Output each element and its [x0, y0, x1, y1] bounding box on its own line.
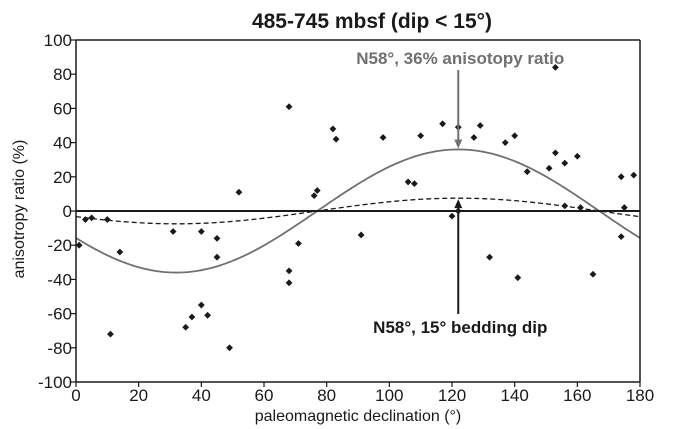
- x-tick-label: 100: [375, 386, 403, 405]
- data-point: [552, 149, 559, 157]
- y-tick-label: -80: [47, 339, 72, 358]
- annotation-bottom-label: N58°, 15° bedding dip: [373, 318, 547, 337]
- anisotropy-fit-curve: [75, 148, 641, 274]
- bedding-dip-curve: [75, 197, 641, 225]
- x-tick-label: 120: [438, 386, 466, 405]
- data-point: [82, 216, 89, 223]
- data-point: [404, 178, 412, 186]
- data-point: [589, 270, 597, 278]
- data-point: [577, 204, 584, 211]
- annotations: N58°, 36% anisotopy ratio N58°, 15° beddi…: [356, 49, 564, 337]
- data-point: [285, 267, 293, 275]
- x-tick-label: 80: [317, 386, 336, 405]
- data-point: [235, 188, 243, 196]
- y-tick-label: 40: [53, 134, 72, 153]
- data-point: [379, 134, 387, 141]
- annotation-top-arrow-head: [454, 139, 463, 149]
- data-point: [313, 187, 321, 194]
- data-point: [617, 233, 625, 241]
- annotation-top-label: N58°, 36% anisotopy ratio: [356, 49, 564, 68]
- x-axis-ticks: 0 20 40 60 80 100 120 140 160 180: [71, 382, 654, 405]
- x-tick-label: 40: [192, 386, 211, 405]
- x-tick-label: 160: [563, 386, 591, 405]
- data-point: [630, 171, 638, 179]
- data-point: [285, 279, 293, 287]
- data-point: [329, 125, 337, 133]
- data-point: [448, 212, 456, 220]
- data-point: [514, 274, 522, 282]
- data-point: [75, 241, 83, 249]
- data-point: [213, 234, 221, 242]
- data-point: [476, 122, 484, 129]
- data-point: [103, 216, 111, 223]
- data-point: [620, 204, 628, 211]
- data-point: [617, 173, 625, 181]
- data-point: [213, 253, 221, 261]
- data-point: [561, 202, 569, 210]
- data-point: [523, 168, 531, 176]
- data-point: [107, 330, 114, 338]
- data-point: [552, 63, 559, 71]
- data-point: [332, 135, 340, 143]
- y-tick-label: 60: [53, 99, 72, 118]
- y-tick-label: -60: [47, 305, 72, 324]
- data-point: [88, 214, 96, 222]
- x-tick-label: 60: [255, 386, 274, 405]
- y-axis-label: anisotropy ratio (%): [11, 140, 28, 279]
- data-point: [285, 103, 293, 111]
- chart-title: 485-745 mbsf (dip < 15°): [252, 10, 492, 33]
- data-point: [573, 152, 581, 160]
- x-axis-label: paleomagnetic declination (°): [255, 408, 462, 425]
- y-axis-ticks: -100 -80 -60 -40 -20 0 20 40 60 80 100: [38, 31, 76, 392]
- data-point: [197, 228, 205, 235]
- data-point: [470, 134, 478, 141]
- data-point: [116, 248, 124, 256]
- data-point: [204, 311, 211, 319]
- data-point: [182, 323, 190, 331]
- data-point: [169, 228, 177, 235]
- data-point: [561, 159, 569, 167]
- x-tick-label: 140: [500, 386, 528, 405]
- data-point: [511, 132, 519, 140]
- y-tick-label: 20: [53, 168, 72, 187]
- x-tick-label: 20: [129, 386, 148, 405]
- data-point: [226, 344, 233, 352]
- axes: [75, 39, 641, 383]
- y-tick-label: -20: [47, 236, 72, 255]
- data-point: [486, 253, 493, 261]
- data-point: [295, 240, 302, 247]
- data-point: [197, 301, 205, 309]
- y-tick-label: 0: [63, 202, 72, 221]
- y-tick-label: 100: [44, 31, 72, 50]
- data-point: [357, 231, 365, 239]
- data-point: [545, 164, 553, 172]
- y-tick-label: 80: [53, 65, 72, 84]
- data-point: [188, 313, 196, 321]
- y-tick-label: -100: [38, 373, 72, 392]
- x-tick-label: 0: [71, 386, 80, 405]
- data-point: [501, 139, 509, 146]
- annotation-bottom-arrow-head: [454, 199, 463, 209]
- y-tick-label: -40: [47, 270, 72, 289]
- data-points: [75, 63, 638, 352]
- fit-curves: [75, 148, 641, 274]
- x-tick-label: 180: [626, 386, 654, 405]
- data-point: [310, 192, 318, 200]
- data-point: [439, 120, 446, 128]
- data-point: [417, 132, 425, 140]
- data-point: [411, 180, 418, 188]
